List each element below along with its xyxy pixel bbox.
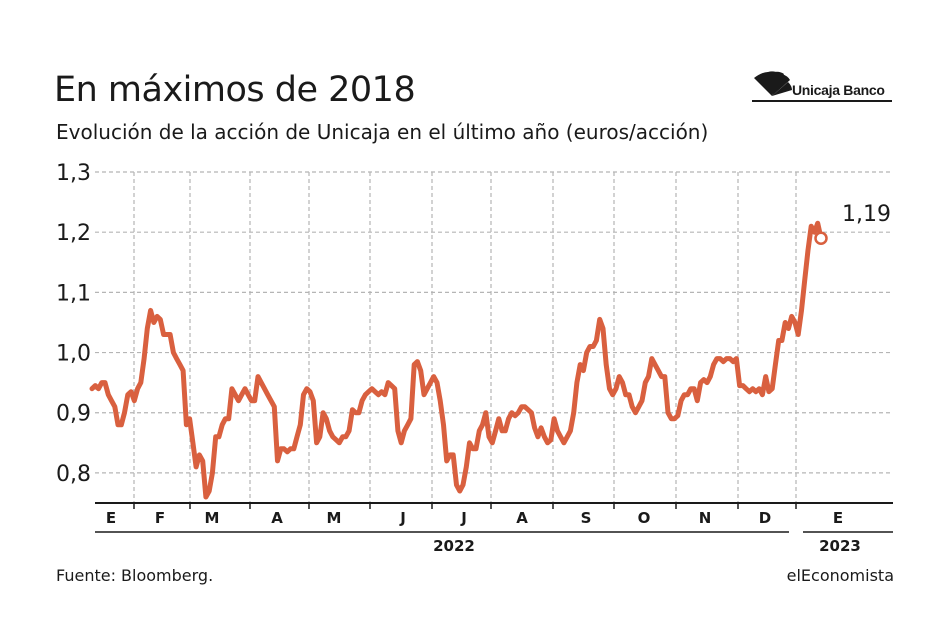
x-tick-label: D xyxy=(759,509,771,527)
x-tick-label: E xyxy=(106,509,116,527)
y-tick-label: 0,8 xyxy=(56,462,91,487)
x-tick-label: J xyxy=(399,509,406,527)
x-tick-label: A xyxy=(271,509,283,527)
publisher-credit: elEconomista xyxy=(786,566,894,585)
axes: 0,8 0,9 1,0 1,1 1,2 1,3 E F M A M J J A S O N D E 2022 2023 xyxy=(56,161,893,555)
last-value-label: 1,19 xyxy=(842,202,891,227)
x-tick-label: N xyxy=(699,509,712,527)
x-tick-label: O xyxy=(638,509,651,527)
x-tick-label: E xyxy=(833,509,843,527)
grid xyxy=(95,171,893,503)
x-tick-label: F xyxy=(155,509,165,527)
logo-underline xyxy=(752,100,892,102)
x-tick-label: M xyxy=(327,509,342,527)
logo-text: Unicaja Banco xyxy=(792,82,885,98)
y-tick-label: 1,0 xyxy=(56,342,91,367)
year-label: 2022 xyxy=(433,537,475,555)
last-point-marker xyxy=(814,231,828,245)
x-tick-label: S xyxy=(581,509,592,527)
x-tick-label: J xyxy=(460,509,467,527)
y-tick-label: 1,3 xyxy=(56,161,91,186)
chart-title: En máximos de 2018 xyxy=(54,70,416,110)
series-layer: 1,19 xyxy=(89,202,891,500)
year-label: 2023 xyxy=(819,537,861,555)
y-tick-label: 1,2 xyxy=(56,221,91,246)
unicaja-logo-icon xyxy=(754,71,792,96)
y-tick-label: 1,1 xyxy=(56,281,91,306)
x-tick-label: M xyxy=(205,509,220,527)
chart-subtitle: Evolución de la acción de Unicaja en el … xyxy=(56,120,709,144)
x-tick-label: A xyxy=(516,509,528,527)
source-note: Fuente: Bloomberg. xyxy=(56,566,214,585)
y-tick-label: 0,9 xyxy=(56,402,91,427)
price-line xyxy=(89,220,824,500)
